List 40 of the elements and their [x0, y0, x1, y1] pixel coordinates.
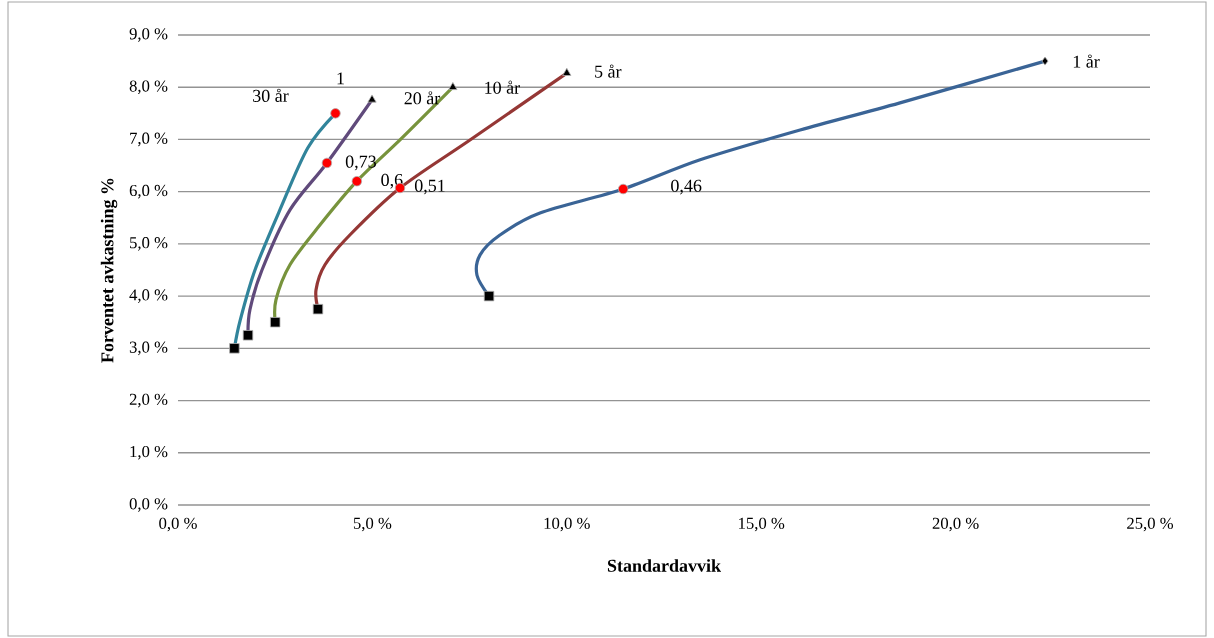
annotation: 30 år	[253, 88, 289, 102]
point	[321, 157, 333, 169]
annotation: 1	[337, 72, 344, 85]
point	[617, 183, 629, 195]
y-tick-label: 8,0 %	[129, 80, 168, 95]
x-tick-label: 25,0 %	[1127, 517, 1174, 532]
point	[242, 330, 254, 341]
point	[448, 82, 458, 91]
point	[562, 67, 572, 76]
y-tick-label: 5,0 %	[130, 237, 168, 251]
y-tick-label: 9,0 %	[129, 28, 168, 42]
point	[270, 317, 281, 328]
x-axis-title: Standardavvik	[607, 559, 721, 572]
x-tick-label: 10,0 %	[544, 517, 590, 532]
x-tick-label: 20,0 %	[932, 517, 979, 532]
y-tick-label: 7,0 %	[130, 132, 168, 147]
y-tick-label: 3,0 %	[129, 341, 168, 356]
annotation: 20 år	[404, 91, 441, 105]
x-tick-label: 0,0 %	[159, 517, 197, 532]
x-tick-label: 15,0 %	[739, 517, 785, 532]
y-tick-label: 1,0 %	[130, 445, 168, 460]
annotation: 0,46	[671, 179, 702, 195]
point	[483, 290, 495, 302]
point	[330, 108, 341, 119]
y-axis-title: Forventet avkastning %	[100, 178, 118, 363]
annotation: 1 år	[1073, 54, 1100, 68]
point	[351, 176, 363, 187]
x-tick-label: 5,0 %	[353, 517, 392, 532]
y-tick-label: 6,0 %	[129, 184, 168, 199]
y-tick-label: 0,0 %	[129, 498, 168, 512]
y-tick-label: 2,0 %	[129, 393, 168, 408]
point	[312, 303, 324, 315]
annotation: 0,73	[345, 155, 376, 171]
annotation: 0,51	[414, 179, 445, 195]
point	[1041, 56, 1049, 66]
point	[367, 94, 377, 103]
point	[229, 343, 240, 354]
annotation: 10 år	[485, 80, 520, 94]
annotation: 5 år	[595, 64, 622, 78]
y-tick-label: 4,0 %	[129, 289, 168, 303]
